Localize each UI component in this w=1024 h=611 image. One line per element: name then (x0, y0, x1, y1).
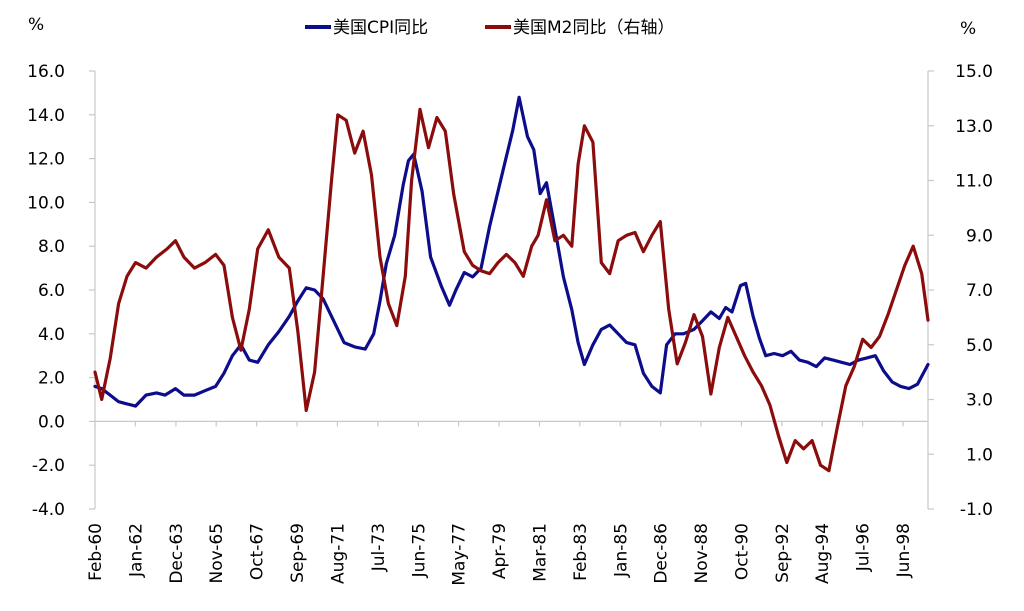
x-tick-label: Nov-88 (692, 523, 712, 584)
left-tick-label: 10.0 (27, 193, 65, 213)
x-tick-label: Apr-79 (490, 523, 510, 579)
right-tick-label: 9.0 (966, 226, 993, 246)
x-tick-label: Jan-85 (611, 523, 631, 578)
x-tick-label: Feb-83 (571, 523, 591, 581)
right-unit-label: % (960, 19, 976, 39)
right-tick-label: -1.0 (960, 500, 993, 520)
left-tick-label: 2.0 (38, 369, 65, 389)
x-tick-label: Nov-65 (207, 523, 227, 584)
right-tick-label: 11.0 (955, 172, 993, 192)
x-tick-label: Aug-71 (328, 523, 348, 584)
right-tick-label: 3.0 (966, 391, 993, 411)
x-axis-ticks: Feb-60 Jan-62 Dec-63 Nov-65 Oct-67 Sep-69 Aug-… (86, 421, 914, 586)
series-lines (93, 95, 930, 473)
left-tick-label: 16.0 (27, 62, 65, 82)
left-unit-label: % (28, 15, 44, 35)
x-tick-label: Dec-86 (652, 523, 672, 584)
legend-label-m2: 美国M2同比（右轴） (513, 18, 674, 38)
left-tick-label: 6.0 (38, 281, 65, 301)
right-tick-label: 5.0 (966, 336, 993, 356)
x-tick-label: Sep-69 (288, 523, 308, 583)
legend-label-cpi: 美国CPI同比 (333, 18, 428, 38)
legend: 美国CPI同比 美国M2同比（右轴） (305, 18, 674, 38)
right-tick-label: 1.0 (966, 445, 993, 465)
x-tick-label: Sep-92 (773, 523, 793, 583)
left-axis-ticks: -4.0 -2.0 0.0 2.0 4.0 6.0 8.0 10.0 12.0 14.0 16.0 (27, 62, 95, 520)
left-tick-label: 0.0 (38, 412, 65, 432)
left-tick-label: 14.0 (27, 106, 65, 126)
x-tick-label: Feb-60 (86, 523, 106, 581)
left-tick-label: 8.0 (38, 237, 65, 257)
right-tick-label: 15.0 (955, 62, 993, 82)
m2-series-line (93, 107, 930, 473)
left-tick-label: 4.0 (38, 325, 65, 345)
x-tick-label: Jun-75 (409, 523, 429, 578)
x-tick-label: Mar-81 (531, 523, 551, 582)
right-axis-ticks: -1.0 1.0 3.0 5.0 7.0 9.0 11.0 13.0 15.0 (928, 62, 993, 520)
x-tick-label: Jul-96 (854, 523, 874, 572)
x-tick-label: Aug-94 (813, 523, 833, 584)
left-tick-label: 12.0 (27, 150, 65, 170)
right-tick-label: 7.0 (966, 281, 993, 301)
left-tick-label: -4.0 (32, 500, 65, 520)
x-tick-label: May-77 (450, 523, 470, 586)
x-tick-label: Jan-62 (126, 523, 146, 578)
x-tick-label: Dec-63 (167, 523, 187, 584)
x-tick-label: Jul-73 (369, 523, 389, 572)
right-tick-label: 13.0 (955, 117, 993, 137)
x-tick-label: Oct-90 (732, 523, 752, 580)
x-tick-label: Oct-67 (248, 523, 268, 580)
cpi-series-line (93, 95, 930, 408)
left-tick-label: -2.0 (32, 456, 65, 476)
x-tick-label: Jun-98 (894, 523, 914, 578)
